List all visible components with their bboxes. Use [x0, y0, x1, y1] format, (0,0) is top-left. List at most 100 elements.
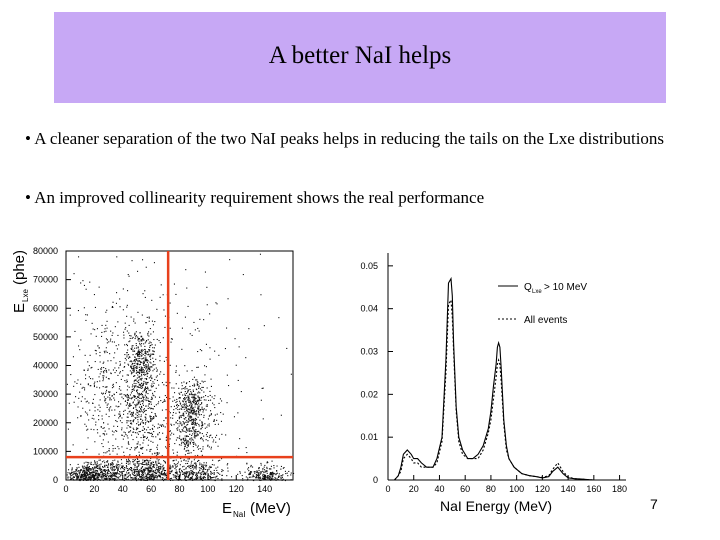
scatter-point — [90, 463, 92, 465]
scatter-point — [143, 390, 145, 392]
scatter-point — [202, 386, 204, 388]
scatter-point — [190, 469, 192, 471]
scatter-point — [133, 318, 135, 320]
scatter-point — [205, 468, 207, 470]
scatter-point — [125, 474, 127, 476]
scatter-point — [262, 387, 264, 389]
scatter-point — [102, 473, 104, 475]
scatter-point — [142, 437, 144, 439]
scatter-point — [129, 413, 131, 415]
scatter-point — [201, 478, 203, 480]
scatter-point — [95, 350, 97, 352]
scatter-point — [117, 467, 119, 469]
scatter-point — [149, 401, 151, 403]
scatter-point — [190, 440, 192, 442]
scatter-point — [189, 474, 191, 476]
scatter-point — [186, 472, 188, 474]
scatter-point — [84, 473, 86, 475]
scatter-point — [104, 469, 106, 471]
scatter-point — [176, 403, 178, 405]
scatter-point — [83, 369, 85, 371]
scatter-point — [209, 347, 211, 349]
scatter-point — [95, 472, 97, 474]
scatter-point — [189, 333, 191, 335]
scatter-point — [262, 475, 264, 477]
scatter-point — [239, 472, 241, 474]
scatter-point — [276, 478, 278, 480]
scatter-point — [113, 393, 115, 395]
scatter-point — [175, 408, 177, 410]
scatter-point — [250, 466, 252, 468]
scatter-point — [280, 414, 282, 416]
scatter-point — [116, 463, 118, 465]
scatter-point — [127, 403, 129, 405]
scatter-point — [144, 290, 146, 292]
scatter-point — [82, 473, 84, 475]
scatter-point — [143, 470, 145, 472]
scatter-point — [172, 460, 174, 462]
scatter-point — [190, 401, 192, 403]
scatter-point — [144, 428, 146, 430]
scatter-point — [260, 462, 262, 464]
scatter-point — [206, 432, 208, 434]
scatter-point — [133, 419, 135, 421]
scatter-point — [127, 399, 129, 401]
scatter-point — [158, 476, 160, 478]
scatter-point — [161, 470, 163, 472]
scatter-point — [151, 383, 153, 385]
scatter-point — [75, 471, 77, 473]
scatter-point — [188, 416, 190, 418]
scatter-point — [160, 471, 162, 473]
scatter-point — [112, 478, 114, 480]
scatter-point — [133, 396, 135, 398]
scatter-point — [179, 400, 181, 402]
scatter-point — [122, 375, 124, 377]
scatter-point — [107, 403, 109, 405]
y-tick-label: 0.04 — [360, 304, 378, 314]
scatter-point — [163, 420, 165, 422]
scatter-point — [242, 274, 244, 276]
scatter-point — [130, 426, 132, 428]
scatter-point — [137, 473, 139, 475]
scatter-point — [144, 365, 146, 367]
scatter-point — [134, 362, 136, 364]
scatter-point — [159, 472, 161, 474]
scatter-point — [187, 445, 189, 447]
scatter-point — [76, 478, 78, 480]
scatter-point — [150, 398, 152, 400]
scatter-point — [156, 308, 158, 310]
scatter-point — [170, 467, 172, 469]
scatter-point — [201, 466, 203, 468]
scatter-point — [195, 411, 197, 413]
scatter-point — [153, 382, 155, 384]
scatter-point — [200, 468, 202, 470]
scatter-point — [155, 477, 157, 479]
scatter-point — [106, 320, 108, 322]
scatter-point — [189, 412, 191, 414]
scatter-point — [132, 431, 134, 433]
scatter-point — [259, 476, 261, 478]
scatter-point — [90, 478, 92, 480]
scatter-point — [143, 471, 145, 473]
scatter-point — [201, 406, 203, 408]
scatter-point — [136, 446, 138, 448]
scatter-point — [110, 475, 112, 477]
scatter-point — [153, 426, 155, 428]
scatter-point — [146, 359, 148, 361]
scatter-point — [179, 415, 181, 417]
scatter-point — [112, 448, 114, 450]
scatter-point — [101, 392, 103, 394]
scatter-point — [197, 477, 199, 479]
scatter-point — [96, 478, 98, 480]
scatter-point — [186, 287, 188, 289]
scatter-point — [183, 465, 185, 467]
scatter-point — [138, 474, 140, 476]
legend-label: All events — [524, 315, 567, 326]
scatter-point — [196, 422, 198, 424]
scatter-point — [140, 350, 142, 352]
scatter-point — [146, 464, 148, 466]
scatter-point — [150, 417, 152, 419]
scatter-point — [113, 397, 115, 399]
scatter-point — [186, 428, 188, 430]
scatter-point — [79, 473, 81, 475]
